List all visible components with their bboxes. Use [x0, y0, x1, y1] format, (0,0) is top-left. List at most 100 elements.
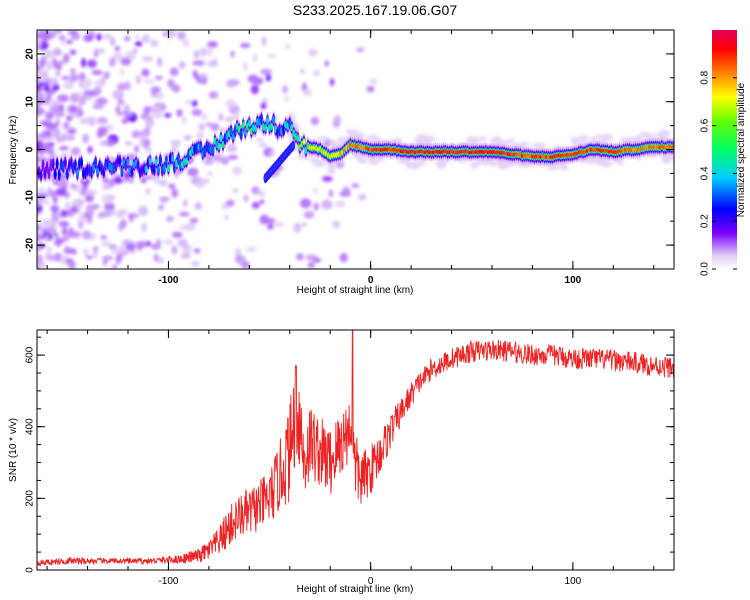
- heatmap-noise-blob: [64, 201, 71, 211]
- heatmap-noise-blob: [225, 79, 237, 88]
- heatmap-noise-blob: [113, 176, 124, 184]
- heatmap-noise-blob: [37, 38, 42, 49]
- heatmap-noise-blob: [145, 119, 155, 128]
- heatmap-noise-blob: [134, 34, 140, 39]
- heatmap-noise-blob: [258, 189, 265, 198]
- ridge-segment: [152, 167, 156, 172]
- heatmap-noise-blob: [225, 99, 237, 108]
- heatmap-noise-blob: [332, 220, 341, 229]
- heatmap-halo-blob: [634, 135, 644, 142]
- heatmap-halo-blob: [577, 135, 590, 142]
- heatmap-noise-blob: [295, 253, 305, 261]
- heatmap-noise-blob: [176, 109, 183, 117]
- snr-x-ticks: -100 0 100: [46, 330, 655, 587]
- ridge-segment: [51, 162, 55, 167]
- heatmap-noise-blob: [158, 204, 164, 211]
- heatmap-noise-blob: [64, 245, 70, 252]
- ridge-segment: [175, 161, 178, 166]
- heatmap-noise-blob: [102, 33, 113, 40]
- y-tick-label: -20: [25, 237, 36, 252]
- heatmap-noise-blob: [75, 106, 83, 114]
- ridge-segment: [130, 169, 134, 174]
- heatmap-noise-blob: [224, 117, 235, 122]
- heatmap-noise-blob: [85, 116, 96, 121]
- heatmap-noise-blob: [83, 33, 94, 43]
- heatmap-noise-blob: [115, 110, 125, 117]
- heatmap-noise-blob: [324, 60, 329, 67]
- heatmap-noise-blob: [55, 118, 60, 128]
- heatmap-noise-blob: [134, 145, 139, 154]
- heatmap-noise-blob: [154, 92, 165, 100]
- heatmap-noise-blob: [143, 105, 153, 114]
- heatmap-noise-blob: [163, 239, 174, 246]
- heatmap-noise-blob: [39, 40, 49, 51]
- ridge-segment: [148, 159, 152, 164]
- heatmap-noise-blob: [142, 175, 155, 180]
- heatmap-noise-blob: [51, 220, 57, 228]
- heatmap-noise-blob: [37, 254, 43, 263]
- heatmap-noise-blob: [115, 253, 123, 263]
- ridge-segment: [80, 160, 83, 165]
- heatmap-noise-blob: [68, 112, 79, 118]
- heatmap-noise-blob: [141, 34, 151, 43]
- heatmap-noise-blob: [284, 43, 291, 50]
- heatmap-noise-blob: [150, 39, 159, 47]
- heatmap-noise-blob: [66, 39, 73, 45]
- heatmap-noise-blob: [118, 245, 125, 255]
- heatmap-noise-blob: [39, 30, 51, 33]
- heatmap-noise-blob: [129, 213, 134, 223]
- heatmap-noise-blob: [141, 222, 147, 232]
- heatmap-noise-blob: [191, 108, 203, 117]
- heatmap-noise-blob: [339, 252, 348, 263]
- heatmap-halo-blob: [316, 136, 330, 142]
- heatmap-noise-blob: [251, 201, 260, 209]
- heatmap-ridge: [37, 109, 674, 185]
- ridge-segment: [126, 160, 130, 165]
- y-tick-label: 10: [25, 96, 36, 108]
- heatmap-halo-blob: [413, 138, 427, 144]
- heatmap-noise-blob: [44, 199, 50, 206]
- heatmap-noise-blob: [333, 115, 342, 125]
- heatmap-noise-blob: [171, 84, 181, 93]
- heatmap-noise-blob: [112, 51, 124, 62]
- heatmap-halo-blob: [571, 141, 580, 146]
- heatmap-noise-blob: [110, 247, 120, 255]
- heatmap-noise-blob: [207, 46, 213, 56]
- heatmap-noise-blob: [100, 234, 108, 240]
- heatmap-noise-blob: [226, 155, 239, 160]
- heatmap-noise-blob: [139, 137, 145, 147]
- heatmap-noise-blob: [96, 119, 106, 125]
- heatmap-noise-blob: [125, 50, 137, 61]
- ridge-segment: [63, 160, 67, 165]
- heatmap-noise-blob: [267, 223, 274, 230]
- heatmap-noise-blob: [330, 78, 335, 87]
- heatmap-halo-blob: [639, 131, 651, 137]
- heatmap-noise-blob: [252, 53, 258, 62]
- ridge-segment: [120, 169, 124, 174]
- ridge-segment: [55, 161, 59, 166]
- heatmap-noise-blob: [76, 216, 88, 224]
- heatmap-noise-blob: [134, 40, 143, 47]
- heatmap-noise-blob: [312, 188, 319, 193]
- ridge-segment: [76, 171, 79, 176]
- ridge-segment: [272, 117, 275, 122]
- heatmap-noise-blob: [52, 128, 61, 137]
- heatmap-noise-blob: [109, 37, 116, 46]
- heatmap-noise-blob: [46, 226, 56, 235]
- colorbar-tick-label: 0.8: [700, 70, 711, 84]
- heatmap-layer: [37, 30, 674, 269]
- ridge-segment: [270, 124, 273, 129]
- heatmap-noise-blob: [70, 68, 76, 73]
- ridge-branch: [291, 142, 295, 149]
- heatmap-noise-blob: [302, 89, 313, 97]
- heatmap-noise-blob: [232, 166, 242, 176]
- heatmap-halo-blob: [328, 140, 336, 148]
- heatmap-noise-blob: [135, 74, 142, 85]
- heatmap-noise-blob: [45, 130, 52, 137]
- heatmap-noise-blob: [198, 122, 205, 131]
- heatmap-noise-blob: [145, 188, 151, 195]
- x-tick-label: 100: [565, 275, 582, 286]
- heatmap-noise-blob: [61, 132, 68, 142]
- heatmap-noise-blob: [67, 129, 77, 134]
- ridge-segment: [144, 167, 148, 172]
